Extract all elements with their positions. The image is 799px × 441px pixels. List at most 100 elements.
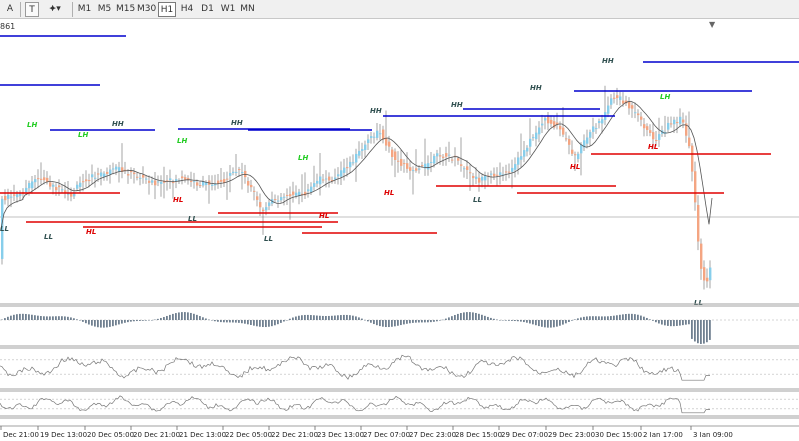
histogram-bar <box>703 320 705 344</box>
bear-candle <box>397 160 400 162</box>
bear-candle <box>220 179 223 182</box>
timeframe-button-h1[interactable]: H1 <box>158 2 176 17</box>
histogram-bar <box>370 320 372 323</box>
histogram-bar <box>502 320 504 321</box>
bear-candle <box>508 171 511 173</box>
timeframe-button-m1[interactable]: M1 <box>77 4 92 14</box>
histogram-bar <box>43 316 45 320</box>
histogram-bar <box>133 320 135 322</box>
timeframe-button-w1[interactable]: W1 <box>220 4 236 14</box>
histogram-bar <box>568 320 570 322</box>
bull-candle <box>610 98 613 105</box>
chart-area[interactable]: LL LH LH LL HH HL LH HL LL HH LL LH HL HH HL HH LL HH HL HH… <box>0 19 799 439</box>
histogram-bar <box>217 320 219 322</box>
bear-candle <box>187 178 190 181</box>
bear-candle <box>394 151 397 160</box>
swing-label-hl: HL <box>319 212 329 220</box>
timeframe-button-mn[interactable]: MN <box>240 4 255 14</box>
bull-candle <box>448 154 451 156</box>
histogram-bar <box>415 320 417 323</box>
bull-candle <box>586 137 589 144</box>
histogram-bar <box>625 314 627 320</box>
histogram-bar <box>52 316 54 320</box>
histogram-bar <box>283 320 285 322</box>
shapes-dropdown-button[interactable]: ⯌▾ <box>49 4 61 14</box>
histogram-bar <box>238 320 240 323</box>
bear-candle <box>403 163 406 165</box>
histogram-bar <box>667 320 669 326</box>
bear-candle <box>640 116 643 120</box>
histogram-bar <box>562 320 564 325</box>
toolbar: A T ⯌▾ M1 M5 M15 M30 H1 H4 D1 W1 MN <box>0 0 799 19</box>
histogram-bar <box>259 320 261 327</box>
bull-candle <box>61 189 64 191</box>
histogram-bar <box>286 320 288 321</box>
timeframe-button-m30[interactable]: M30 <box>137 4 157 14</box>
histogram-bar <box>532 320 534 325</box>
histogram-bar <box>646 317 648 320</box>
histogram-bar <box>298 315 300 320</box>
bull-candle <box>355 153 358 163</box>
bull-candle <box>298 191 301 196</box>
bull-candle <box>31 181 34 189</box>
bear-candle <box>43 177 46 181</box>
histogram-bar <box>553 320 555 328</box>
histogram-bar <box>628 313 630 320</box>
bear-candle <box>400 158 403 166</box>
text-label-tool-button[interactable]: T <box>25 2 39 17</box>
bull-candle <box>619 96 622 100</box>
histogram-bar <box>55 316 57 320</box>
histogram-bar <box>460 313 462 320</box>
bull-candle <box>145 178 148 180</box>
histogram-bar <box>328 315 330 320</box>
bull-candle <box>277 200 280 202</box>
timeframe-button-h4[interactable]: H4 <box>180 4 194 14</box>
bull-candle <box>535 132 538 140</box>
histogram-bar <box>376 320 378 326</box>
bull-candle <box>91 174 94 178</box>
swing-label-hl: HL <box>86 228 96 236</box>
swing-label-hl: HL <box>570 163 580 171</box>
histogram-bar <box>13 314 15 320</box>
bear-candle <box>259 202 262 208</box>
bull-candle <box>514 164 517 170</box>
bull-candle <box>544 118 547 121</box>
histogram-bar <box>34 315 36 320</box>
histogram-bar <box>49 316 51 320</box>
swing-label-hh: HH <box>231 119 243 127</box>
bull-candle <box>583 140 586 148</box>
bear-candle <box>82 181 85 183</box>
histogram-bar <box>706 320 708 343</box>
toolbar-separator <box>72 2 73 17</box>
bear-candle <box>457 158 460 161</box>
bull-candle <box>211 184 214 186</box>
histogram-bar <box>172 313 174 320</box>
bull-candle <box>502 174 505 176</box>
histogram-bar <box>436 320 438 322</box>
bear-candle <box>706 277 709 282</box>
text-tool-button[interactable]: A <box>6 4 14 14</box>
histogram-bar <box>301 315 303 320</box>
histogram-bar <box>184 312 186 320</box>
histogram-bar <box>613 315 615 320</box>
histogram-bar <box>178 312 180 320</box>
histogram-bar <box>664 320 666 326</box>
bull-candle <box>175 179 178 182</box>
histogram-bar <box>340 315 342 320</box>
histogram-bar <box>454 314 456 320</box>
timeframe-button-m5[interactable]: M5 <box>97 4 112 14</box>
bull-candle <box>310 186 313 193</box>
swing-label-ll: LL <box>264 235 273 243</box>
bear-candle <box>391 149 394 157</box>
histogram-bar <box>271 320 273 327</box>
bear-candle <box>652 132 655 140</box>
bear-candle <box>250 184 253 188</box>
bull-candle <box>307 189 310 192</box>
timeframe-button-m15[interactable]: M15 <box>116 4 136 14</box>
timeframe-button-d1[interactable]: D1 <box>201 4 214 14</box>
bear-candle <box>130 170 133 173</box>
bull-candle <box>373 136 376 138</box>
bull-candle <box>334 177 337 180</box>
bull-candle <box>139 177 142 179</box>
